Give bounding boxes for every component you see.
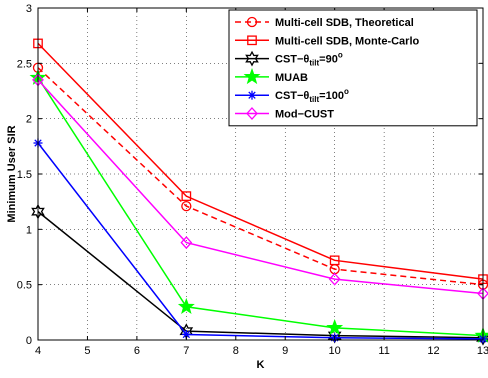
x-tick-label: 6 [134, 345, 140, 357]
series-line [37, 67, 484, 286]
legend-label: Multi-cell SDB, Monte-Carlo [275, 35, 420, 47]
data-point [181, 200, 192, 212]
y-axis-label: Minimum User SIR [6, 125, 18, 222]
y-tick-label: 0 [26, 335, 32, 347]
x-tick-label: 11 [378, 345, 389, 357]
legend-entry: MUAB [235, 68, 308, 85]
legend-entry: Multi-cell SDB, Theoretical [235, 16, 414, 29]
x-tick-label: 4 [35, 345, 41, 357]
series-line [37, 42, 484, 280]
legend-marker [245, 50, 259, 67]
series-line [37, 79, 484, 295]
x-tick-label: 13 [477, 345, 488, 357]
x-tick-label: 8 [233, 345, 239, 357]
legend-entry: Multi-cell SDB, Monte-Carlo [235, 35, 420, 47]
series-line [37, 77, 484, 337]
legend-marker [247, 90, 257, 100]
data-point [328, 272, 341, 286]
legend-label: MUAB [275, 72, 308, 84]
legend-label: Mod−CUST [275, 109, 334, 121]
series-line [37, 211, 484, 339]
series-layer [29, 38, 488, 346]
x-tick-label: 7 [183, 345, 189, 357]
data-point [181, 191, 192, 201]
data-point [177, 297, 195, 314]
x-tick-label: 10 [329, 345, 341, 357]
legend-label: Multi-cell SDB, Theoretical [275, 17, 414, 29]
y-tick-label: 2 [26, 114, 32, 126]
legend-marker [246, 16, 258, 28]
legend-marker [246, 107, 258, 120]
series-line [37, 142, 484, 340]
legend-entry: CST−θtilt=90o [235, 51, 343, 68]
x-axis-label: K [257, 359, 265, 371]
data-point [180, 236, 193, 250]
y-tick-label: 3 [26, 3, 32, 15]
legend-entry: Mod−CUST [235, 107, 334, 121]
y-tick-label: 2.5 [17, 58, 32, 70]
axis-ticks: 4 5 6 7 8 9 10 11 12 13 0 0.5 1 1.5 2 2.5 3 [17, 3, 488, 357]
legend-box [228, 9, 478, 127]
x-tick-label: 12 [427, 345, 439, 357]
y-tick-label: 1.5 [17, 169, 32, 181]
legend-label: CST−θtilt=100o [275, 87, 349, 104]
x-tick-label: 9 [282, 345, 288, 357]
legend-entry: CST−θtilt=100o [235, 87, 349, 104]
data-point [326, 318, 344, 336]
y-tick-label: 0.5 [17, 280, 32, 292]
x-tick-label: 5 [84, 345, 90, 357]
legend-label: CST−θtilt=90o [275, 51, 343, 68]
legend: Multi-cell SDB, Theoretical Multi-cell SD… [228, 9, 478, 127]
y-tick-label: 1 [26, 224, 32, 236]
legend-marker [247, 35, 257, 46]
data-point [329, 255, 340, 266]
legend-marker [243, 68, 261, 85]
